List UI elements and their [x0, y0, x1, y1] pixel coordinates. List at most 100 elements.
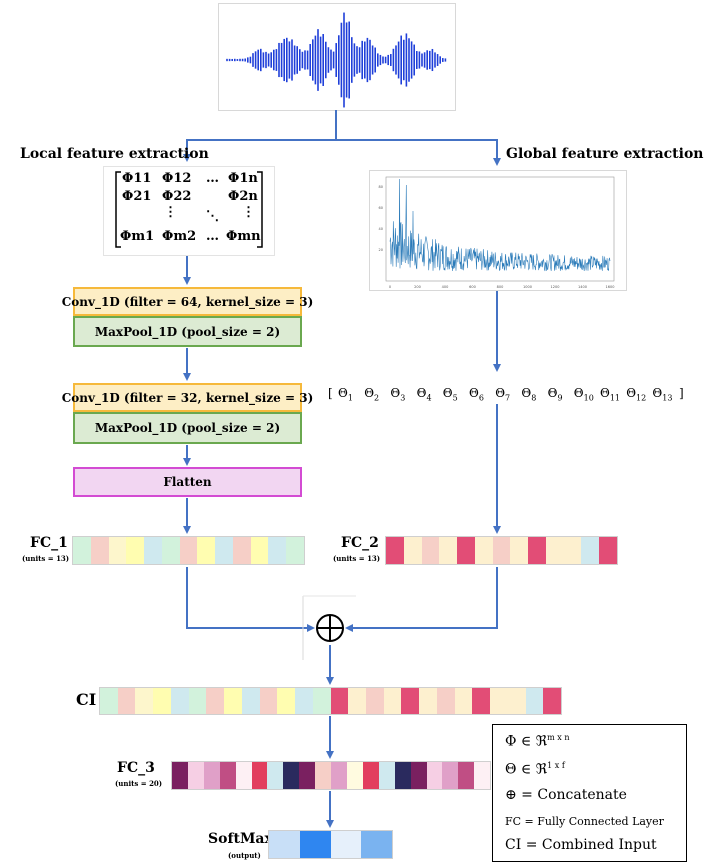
vector-cell	[206, 688, 225, 714]
legend-phi: Φ ∈ ℜm x n	[505, 733, 570, 750]
spectrum-trace	[389, 178, 611, 272]
vector-cell	[563, 537, 582, 564]
theta-element: Θ3	[390, 386, 406, 403]
legend-combined-input: CI = Combined Input	[505, 837, 657, 853]
flatten-layer: Flatten	[73, 467, 302, 497]
local-feature-label: Local feature extraction	[20, 146, 209, 162]
vector-cell	[442, 762, 459, 789]
vector-cell	[73, 537, 91, 564]
spectrum-y-tick: 80	[379, 185, 383, 189]
theta-element: Θ1	[338, 386, 353, 403]
vector-cell	[299, 762, 316, 789]
fc2-vector	[385, 536, 618, 565]
waveform-plot	[226, 12, 447, 108]
vector-cell	[361, 831, 392, 858]
maxpool1d-layer-1: MaxPool_1D (pool_size = 2)	[73, 316, 302, 347]
theta-element: Θ2	[364, 386, 380, 403]
phi-matrix: Φ11 Φ12 … Φ1n Φ21 Φ22 Φ2n ⋮ ⋱ ⋮ Φm1 Φm2 …	[103, 166, 275, 256]
vector-cell	[545, 537, 564, 564]
softmax-vector	[268, 830, 393, 859]
vector-cell	[492, 537, 511, 564]
vector-cell	[188, 688, 207, 714]
matrix-cell: …	[206, 171, 219, 186]
vector-cell	[581, 537, 600, 564]
vector-cell	[135, 688, 154, 714]
vector-cell	[507, 688, 526, 714]
vector-cell	[474, 762, 491, 789]
vector-cell	[100, 688, 118, 714]
spectrum-y-tick: 40	[379, 227, 383, 231]
vector-cell	[378, 762, 395, 789]
matrix-cell: Φ21	[122, 189, 152, 204]
vector-cell	[170, 688, 189, 714]
vector-cell	[439, 537, 458, 564]
fc3-vector	[171, 761, 491, 790]
vector-cell	[299, 831, 331, 858]
vector-cell	[362, 762, 379, 789]
theta-element: Θ8	[521, 386, 537, 403]
theta-element: Θ4	[416, 386, 432, 403]
vector-cell	[331, 762, 347, 789]
maxpool1d-layer-2: MaxPool_1D (pool_size = 2)	[73, 412, 302, 444]
legend-fully-connected: FC = Fully Connected Layer	[505, 815, 664, 828]
spectrum-x-tick: 800	[497, 285, 504, 289]
fc1-vector	[72, 536, 305, 565]
matrix-cell: …	[206, 229, 219, 244]
theta-element: Θ7	[495, 386, 511, 403]
spectrum-x-tick: 600	[469, 285, 476, 289]
spectrum-y-tick: 60	[379, 206, 383, 210]
vector-cell	[144, 537, 162, 564]
vector-cell	[330, 831, 362, 858]
theta-element: Θ9	[547, 386, 563, 403]
vector-cell	[197, 537, 216, 564]
vector-cell	[108, 537, 127, 564]
vector-cell	[458, 762, 475, 789]
vector-cell	[403, 537, 422, 564]
theta-element: Θ12	[626, 386, 647, 403]
waveform-image	[218, 3, 456, 111]
spectrum-x-tick: 1200	[551, 285, 560, 289]
vector-cell	[346, 762, 363, 789]
vector-cell	[426, 762, 443, 789]
vector-cell	[224, 688, 242, 714]
vector-cell	[510, 537, 529, 564]
vector-cell	[543, 688, 562, 714]
matrix-cell: Φ12	[162, 171, 192, 186]
vector-cell	[251, 762, 268, 789]
vector-cell	[312, 688, 331, 714]
arrow-wave-to-global	[336, 139, 501, 166]
vector-cell	[267, 762, 284, 789]
vector-cell	[259, 688, 278, 714]
fc2-units: (units = 13)	[333, 554, 381, 563]
vector-cell	[179, 537, 198, 564]
vector-cell	[161, 537, 180, 564]
fc2-label: FC_2	[341, 535, 379, 551]
vector-cell	[348, 688, 367, 714]
fc3-label: FC_3	[117, 760, 155, 776]
fc3-units: (units = 20)	[115, 779, 163, 788]
vector-cell	[241, 688, 260, 714]
theta-element: Θ10	[573, 386, 594, 403]
ci-label: CI	[76, 690, 97, 709]
matrix-cell: Φm2	[162, 229, 197, 244]
vector-cell	[383, 688, 402, 714]
global-feature-label: Global feature extraction	[506, 146, 704, 162]
theta-close-bracket: ]	[679, 386, 684, 400]
vector-cell	[283, 762, 300, 789]
vector-cell	[472, 688, 491, 714]
vector-cell	[394, 762, 411, 789]
vector-cell	[235, 762, 252, 789]
vector-cell	[528, 537, 546, 564]
spectrum-x-tick: 1400	[578, 285, 587, 289]
spectrum-x-tick: 1000	[523, 285, 532, 289]
vector-cell	[250, 537, 269, 564]
spectrum-x-tick: 1600	[606, 285, 615, 289]
spectrum-x-tick: 400	[442, 285, 449, 289]
fc1-units: (units = 13)	[22, 554, 70, 563]
fc1-label: FC_1	[30, 535, 68, 551]
vector-cell	[436, 688, 455, 714]
theta-open-bracket: [	[328, 386, 333, 400]
vector-cell	[490, 688, 508, 714]
matrix-cell: Φmn	[226, 229, 261, 244]
